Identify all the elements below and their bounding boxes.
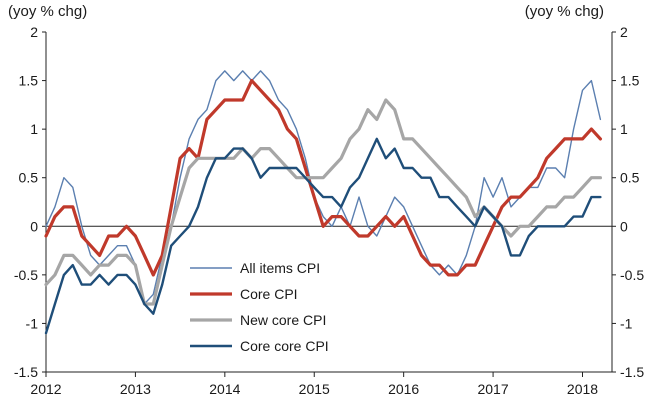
y-tick-label-left: -0.5 [14, 267, 38, 283]
legend: All items CPI Core CPI New core CPI Core co… [190, 260, 329, 354]
y-tick-label-right: 2 [620, 24, 628, 40]
x-tick-label: 2014 [209, 381, 240, 397]
y-ticks-right: 2 1.5 1 0.5 0 -0.5 -1 -1.5 [612, 24, 644, 380]
legend-label-core-core-cpi: Core core CPI [240, 338, 329, 354]
y-tick-label-left: 0.5 [19, 170, 39, 186]
y-ticks-left: 2 1.5 1 0.5 0 -0.5 -1 -1.5 [14, 24, 46, 380]
y-tick-label-right: 1 [620, 121, 628, 137]
y-tick-label-left: 0 [30, 218, 38, 234]
x-ticks: 2012 2013 2014 2015 2016 2017 2018 [30, 372, 598, 397]
y-tick-label-right: 0.5 [620, 170, 640, 186]
y-tick-label-right: 1.5 [620, 73, 640, 89]
y-axis-unit-right: (yoy % chg) [525, 3, 604, 20]
y-tick-label-left: 1.5 [19, 73, 39, 89]
all-items-cpi-line [45, 70, 602, 305]
x-tick-label: 2012 [30, 381, 61, 397]
x-tick-label: 2018 [567, 381, 598, 397]
y-tick-label-right: 0 [620, 218, 628, 234]
core-cpi-line [44, 79, 602, 277]
core-core-cpi-line [44, 137, 602, 335]
legend-label-new-core-cpi: New core CPI [240, 312, 326, 328]
x-tick-label: 2017 [477, 381, 508, 397]
y-tick-label-right: -1.5 [620, 364, 644, 380]
legend-label-all-items-cpi: All items CPI [240, 260, 320, 276]
y-axis-unit-left: (yoy % chg) [8, 3, 87, 20]
x-tick-label: 2013 [120, 381, 151, 397]
series-lines [44, 70, 602, 335]
x-tick-label: 2015 [299, 381, 330, 397]
y-tick-label-right: -0.5 [620, 267, 644, 283]
y-tick-label-left: -1.5 [14, 364, 38, 380]
y-tick-label-right: -1 [620, 315, 633, 331]
y-tick-label-left: -1 [26, 315, 39, 331]
axes [45, 32, 613, 373]
y-tick-label-left: 1 [30, 121, 38, 137]
legend-label-core-cpi: Core CPI [240, 286, 298, 302]
x-tick-label: 2016 [388, 381, 419, 397]
y-tick-label-left: 2 [30, 24, 38, 40]
new-core-cpi-line [44, 98, 602, 306]
